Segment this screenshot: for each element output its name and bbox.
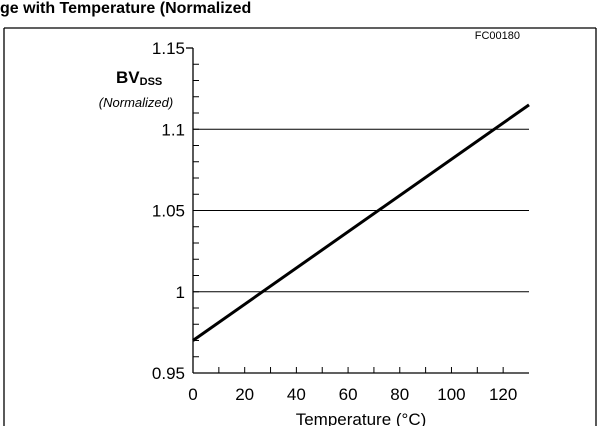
x-tick-label: 120 <box>489 385 517 404</box>
x-tick-label: 0 <box>188 385 197 404</box>
x-tick-label: 40 <box>287 385 306 404</box>
x-tick-label: 80 <box>390 385 409 404</box>
series-line <box>192 103 530 342</box>
x-tick-label: 100 <box>437 385 465 404</box>
y-tick-label: 1.1 <box>161 120 185 139</box>
header-fragment: ge with Temperature (Normalized <box>0 0 251 17</box>
x-tick-label: 20 <box>235 385 254 404</box>
x-tick-label: 60 <box>339 385 358 404</box>
y-tick-label: 0.95 <box>152 364 185 383</box>
axes <box>186 47 529 374</box>
tick-labels: 0.95 1 1.05 1.1 1.15 0 20 40 60 80 100 120 <box>152 39 517 404</box>
y-axis-title: BVDSS <box>116 68 162 88</box>
y-tick-label: 1.05 <box>152 202 185 221</box>
figure-code: FC00180 <box>475 30 520 42</box>
grid-lines <box>193 128 529 293</box>
y-axis-note: (Normalized) <box>99 95 173 110</box>
x-axis-title: Temperature (°C) <box>296 410 427 426</box>
y-tick-label: 1.15 <box>152 39 185 58</box>
series-lines <box>192 103 530 342</box>
y-tick-label: 1 <box>176 283 185 302</box>
